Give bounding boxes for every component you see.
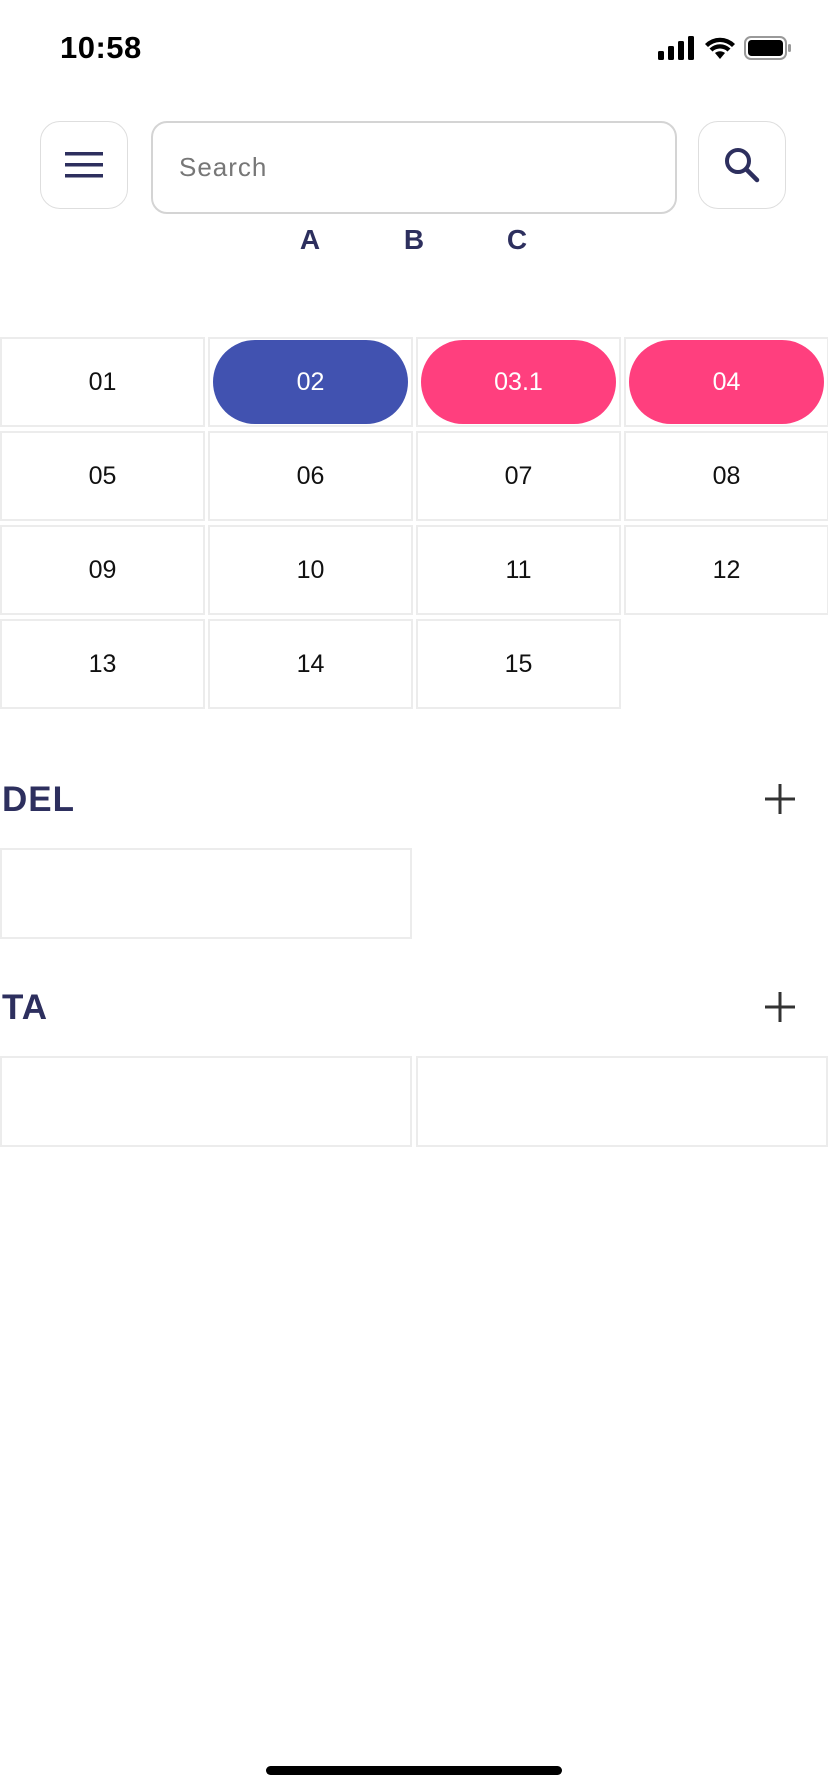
highlighted-pill: 04	[629, 340, 824, 424]
hamburger-menu-icon	[65, 152, 103, 178]
grid-item-label: 07	[504, 461, 533, 490]
grid-item[interactable]: 05	[0, 431, 205, 521]
grid-item[interactable]: 09	[0, 525, 205, 615]
ta-item-slot[interactable]	[0, 1056, 412, 1147]
menu-button[interactable]	[40, 121, 128, 209]
grid-item-label: 04	[712, 367, 741, 396]
ta-item-slot[interactable]	[416, 1056, 828, 1147]
grid-item-label: 06	[296, 461, 325, 490]
search-button[interactable]	[698, 121, 786, 209]
grid-item-label: 11	[505, 555, 532, 584]
signal-icon	[658, 36, 694, 60]
grid-item[interactable]: 11	[416, 525, 621, 615]
grid-item[interactable]: 03.1	[416, 337, 621, 427]
del-item-slot[interactable]	[0, 848, 412, 939]
battery-icon	[744, 36, 791, 60]
search-input[interactable]	[151, 121, 677, 214]
plus-icon[interactable]	[762, 781, 798, 817]
grid-item-label: 01	[88, 367, 117, 396]
selected-pill: 02	[213, 340, 408, 424]
tab-c[interactable]: C	[506, 224, 528, 255]
grid-item[interactable]: 04	[624, 337, 828, 427]
grid-item-label: 13	[88, 649, 117, 678]
tab-a[interactable]: A	[299, 224, 321, 255]
grid-item-label: 14	[296, 649, 325, 678]
plus-icon[interactable]	[762, 989, 798, 1025]
status-icons	[658, 36, 792, 60]
grid-item-label: 12	[712, 555, 741, 584]
grid-item[interactable]: 14	[208, 619, 413, 709]
grid-item[interactable]: 02	[208, 337, 413, 427]
grid-item-label: 10	[296, 555, 325, 584]
search-icon	[725, 148, 760, 183]
grid-item[interactable]: 12	[624, 525, 828, 615]
wifi-icon	[705, 37, 735, 59]
section-title-ta: TA	[2, 988, 49, 1027]
tab-b[interactable]: B	[403, 224, 425, 255]
grid-item[interactable]: 01	[0, 337, 205, 427]
status-time: 10:58	[60, 30, 142, 65]
grid-item-label: 05	[88, 461, 117, 490]
section-title-del: DEL	[2, 780, 75, 819]
grid-item-label: 02	[296, 367, 325, 396]
grid-item[interactable]: 10	[208, 525, 413, 615]
grid-item[interactable]: 15	[416, 619, 621, 709]
grid-item-label: 03.1	[494, 367, 543, 396]
grid-item[interactable]: 08	[624, 431, 828, 521]
highlighted-pill: 03.1	[421, 340, 616, 424]
grid-item-label: 15	[504, 649, 533, 678]
grid-item-label: 09	[88, 555, 117, 584]
grid-item-label: 08	[712, 461, 741, 490]
home-indicator[interactable]	[266, 1766, 562, 1775]
grid-item[interactable]: 06	[208, 431, 413, 521]
grid-item[interactable]: 07	[416, 431, 621, 521]
grid-item[interactable]: 13	[0, 619, 205, 709]
